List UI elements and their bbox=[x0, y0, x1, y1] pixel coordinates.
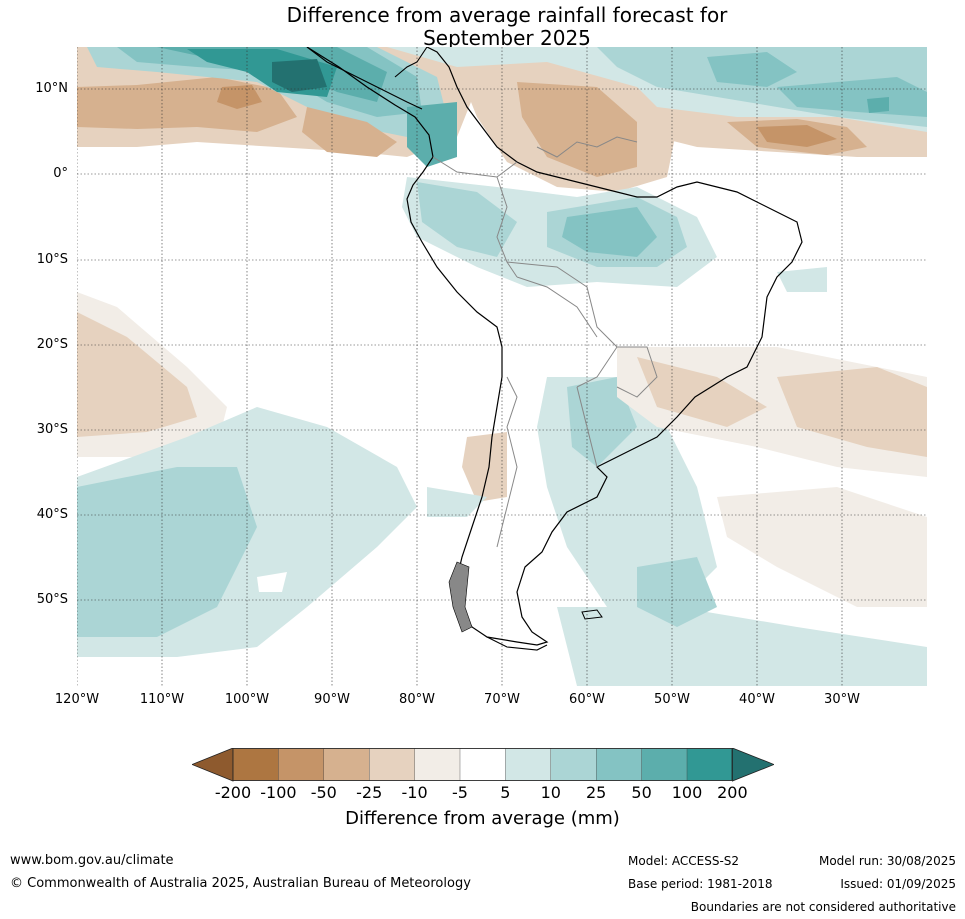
model-text: Model: ACCESS-S2 bbox=[628, 854, 740, 868]
colorbar-cell bbox=[278, 748, 325, 781]
lat-label-10s: 10°S bbox=[36, 252, 68, 267]
colorbar-outline bbox=[232, 748, 733, 781]
lon-label-90w: 90°W bbox=[314, 692, 350, 707]
website-link[interactable]: www.bom.gov.au/climate bbox=[10, 853, 174, 868]
amazon-west-wet bbox=[417, 182, 517, 257]
south-america-coastline bbox=[306, 47, 803, 646]
graticule bbox=[77, 47, 927, 686]
colorbar-tick-label: -25 bbox=[356, 783, 383, 802]
colorbar-cell bbox=[368, 748, 416, 781]
colorbar-cell bbox=[232, 748, 280, 781]
lon-label-40w: 40°W bbox=[739, 692, 775, 707]
chart-title: Difference from average rainfall forecas… bbox=[0, 4, 965, 50]
colorbar-tick-label: 50 bbox=[631, 783, 652, 802]
south-atlantic-dry-south bbox=[717, 487, 927, 607]
atlantic-wet-spot bbox=[867, 97, 889, 113]
colorbar bbox=[192, 748, 774, 782]
lon-label-50w: 50°W bbox=[654, 692, 690, 707]
lon-label-110w: 110°W bbox=[139, 692, 185, 707]
lat-label-30s: 30°S bbox=[36, 422, 68, 437]
colorbar-tick-label: -100 bbox=[260, 783, 297, 802]
lon-label-80w: 80°W bbox=[399, 692, 435, 707]
south-pacific-gap bbox=[257, 572, 287, 592]
colorbar-label: Difference from average (mm) bbox=[345, 808, 620, 829]
colorbar-extension-high bbox=[732, 748, 774, 782]
rainfall-map bbox=[77, 47, 927, 686]
chile-wet-patch bbox=[427, 487, 487, 517]
colorbar-tick-label: 5 bbox=[500, 783, 511, 802]
colorbar-cell bbox=[686, 748, 734, 781]
colorbar-tick-label: 100 bbox=[671, 783, 703, 802]
colorbar-tick-label: -5 bbox=[452, 783, 468, 802]
lon-label-60w: 60°W bbox=[569, 692, 605, 707]
colorbar-cell bbox=[459, 748, 507, 781]
colorbar-tick-label: -10 bbox=[401, 783, 428, 802]
title-line-2: September 2025 bbox=[423, 26, 591, 50]
issued-text: Issued: 01/09/2025 bbox=[840, 877, 956, 891]
amazon-east-wet-inner bbox=[562, 207, 657, 257]
colorbar-tick-label: 10 bbox=[540, 783, 561, 802]
colombia-wet-patch bbox=[407, 102, 457, 167]
pacific-wet-peak bbox=[272, 59, 327, 92]
colorbar-tick-label: 25 bbox=[586, 783, 607, 802]
lon-label-100w: 100°W bbox=[224, 692, 270, 707]
colorbar-cell bbox=[596, 748, 643, 781]
colorbar-cell bbox=[414, 748, 461, 781]
copyright-text: © Commonwealth of Australia 2025, Austra… bbox=[10, 876, 471, 891]
south-atlantic-dry-inner bbox=[637, 357, 927, 457]
lat-label-50s: 50°S bbox=[36, 592, 68, 607]
base-period-text: Base period: 1981-2018 bbox=[628, 877, 773, 891]
lat-label-20s: 20°S bbox=[36, 337, 68, 352]
colorbar-tick-label: -200 bbox=[214, 783, 252, 802]
se-pacific-dry-inner bbox=[77, 312, 197, 437]
pacific-dry-patch bbox=[302, 107, 397, 157]
colorbar-cell bbox=[550, 748, 597, 781]
argentina-wet-inner bbox=[567, 377, 637, 467]
lon-label-70w: 70°W bbox=[484, 692, 520, 707]
model-run-text: Model run: 30/08/2025 bbox=[818, 854, 956, 868]
lat-label-40s: 40°S bbox=[36, 507, 68, 522]
chile-dry-patch bbox=[462, 432, 507, 502]
map-canvas bbox=[77, 47, 927, 686]
south-atlantic-wet-patch bbox=[637, 557, 717, 627]
lon-label-30w: 30°W bbox=[824, 692, 860, 707]
equatorial-atlantic-dry-core bbox=[757, 125, 837, 147]
colorbar-cells bbox=[192, 748, 774, 782]
lat-label-0: 0° bbox=[53, 166, 68, 181]
central-america-coastline bbox=[306, 47, 428, 110]
country-borders bbox=[432, 136, 658, 548]
title-line-1: Difference from average rainfall forecas… bbox=[286, 3, 728, 27]
colorbar-tick-label: -50 bbox=[310, 783, 337, 802]
chile-fjords bbox=[448, 561, 473, 633]
lon-label-120w: 120°W bbox=[54, 692, 100, 707]
pacific-dry-spot bbox=[217, 85, 262, 109]
colorbar-tick-label: 200 bbox=[717, 783, 748, 802]
colorbar-cell bbox=[505, 748, 552, 781]
colorbar-cell bbox=[641, 748, 688, 781]
colorbar-extension-low bbox=[192, 748, 234, 782]
northern-sa-dry-inner bbox=[517, 82, 637, 177]
southern-ocean-wet bbox=[557, 607, 927, 686]
colorbar-cell bbox=[323, 748, 370, 781]
falklands bbox=[581, 609, 603, 620]
lat-label-10n: 10°N bbox=[35, 81, 68, 96]
disclaimer-text: Boundaries are not considered authoritat… bbox=[690, 900, 956, 914]
tierra-del-fuego bbox=[486, 636, 548, 651]
south-pacific-wet-inner bbox=[77, 467, 257, 637]
atlantic-wet-small bbox=[777, 267, 827, 292]
